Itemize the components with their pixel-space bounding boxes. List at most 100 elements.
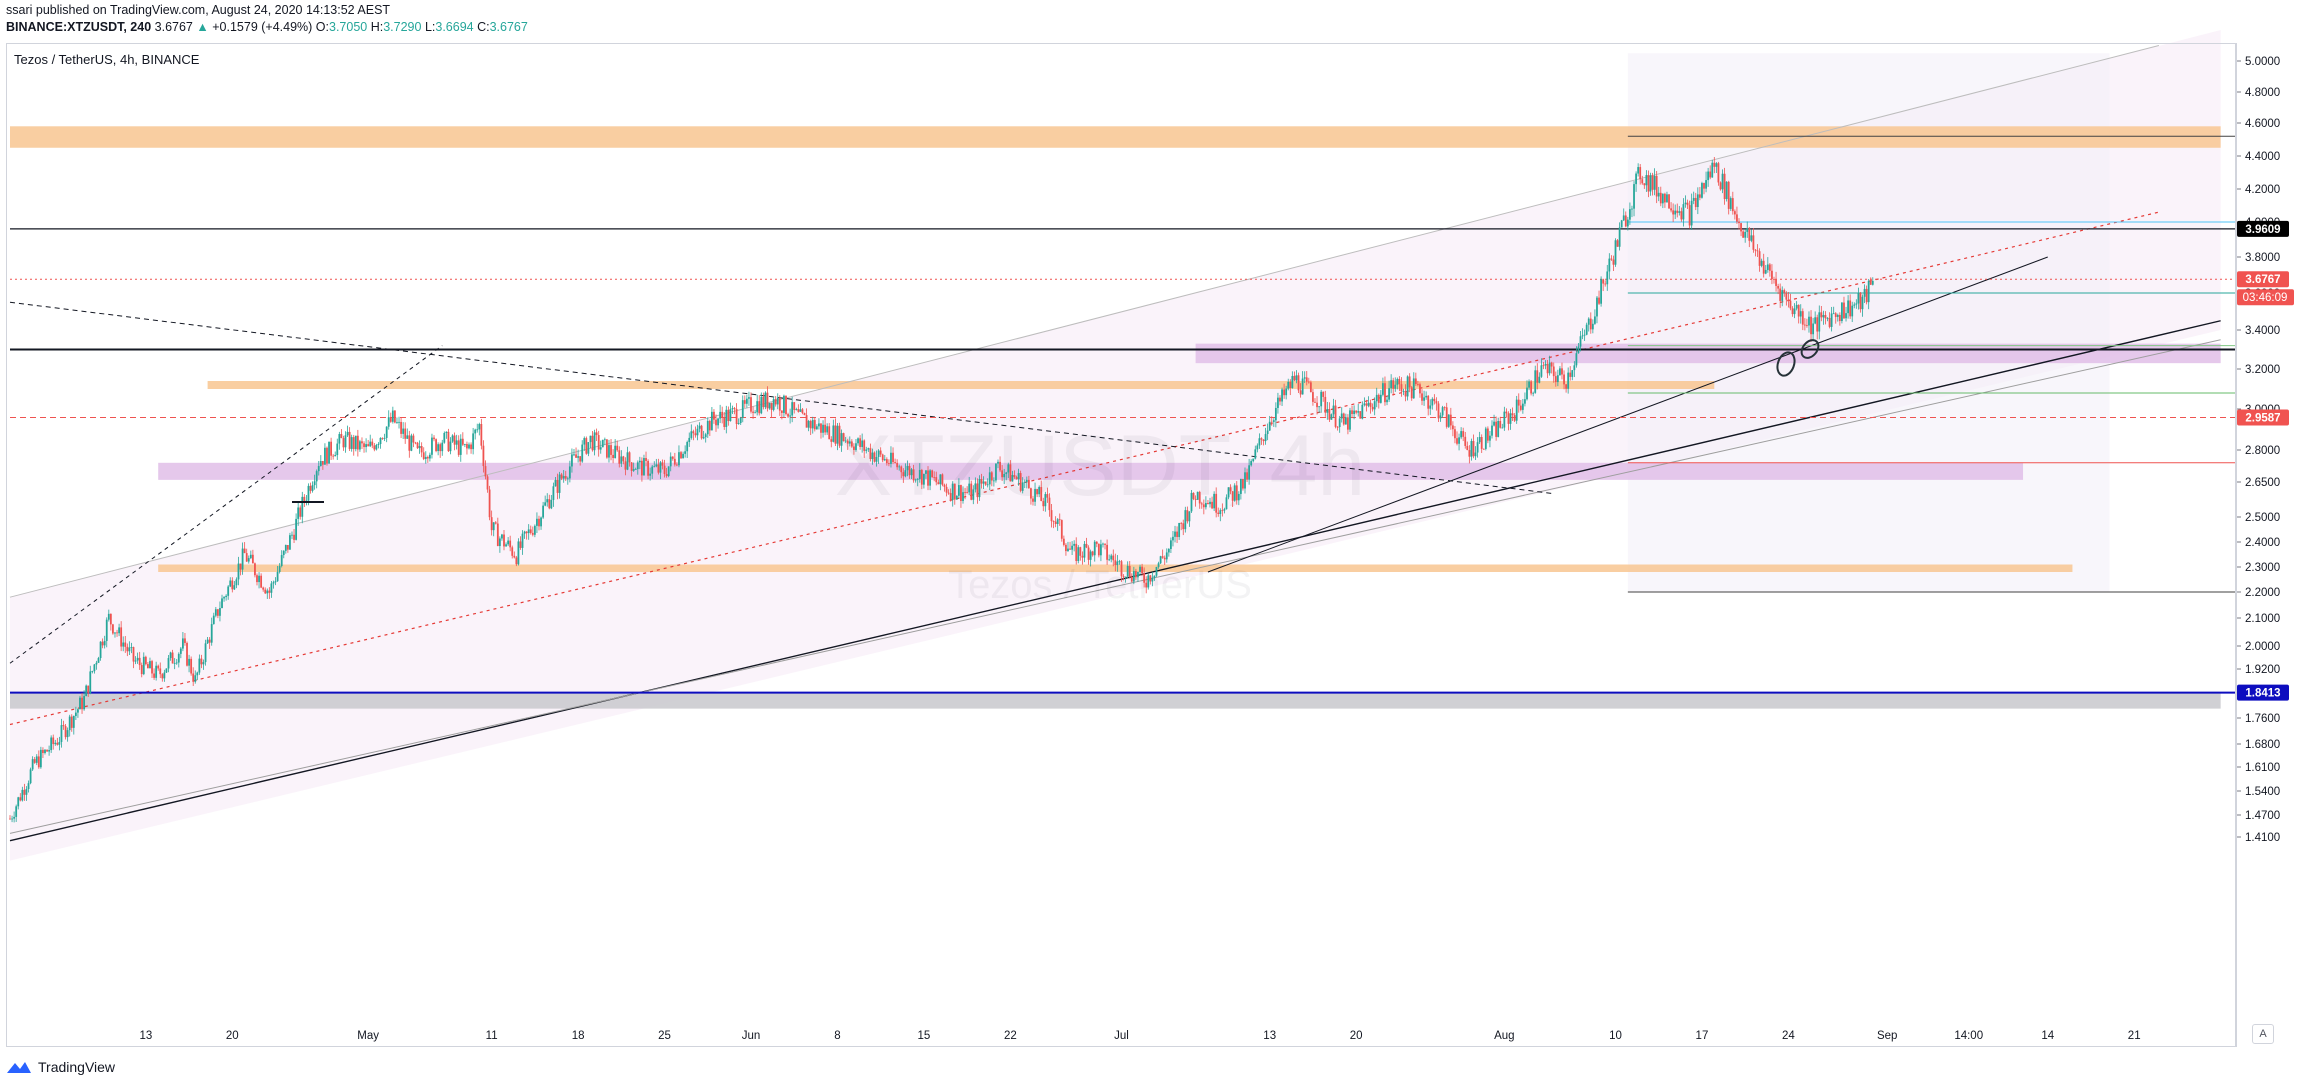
candle-body	[599, 447, 602, 450]
chart-pane[interactable]	[6, 43, 2236, 1047]
candle-body	[157, 665, 160, 669]
candle-body	[367, 444, 370, 447]
candle-body	[1318, 406, 1320, 408]
candle-body	[1528, 381, 1530, 388]
candle-body	[595, 432, 598, 436]
candle-body	[1573, 365, 1576, 371]
candle-body	[1736, 214, 1738, 222]
candle-body	[1449, 414, 1452, 426]
badge-3-9609-bg	[2237, 220, 2289, 237]
candle-body	[1184, 510, 1187, 530]
candle-body	[953, 483, 956, 500]
candle-body	[587, 442, 590, 454]
candle-body	[1649, 175, 1652, 192]
candle-body	[330, 441, 332, 456]
candle-body	[1141, 566, 1143, 574]
candle-body	[898, 466, 901, 468]
candle-body	[1116, 561, 1119, 566]
price-tick-label: 4.6000	[2245, 118, 2280, 130]
candle-body	[968, 483, 971, 493]
candle-body	[1824, 314, 1827, 319]
candle-body	[931, 470, 934, 478]
candle-body	[39, 749, 42, 768]
candle-body	[1023, 481, 1026, 483]
candle-body	[935, 477, 938, 483]
candle-body	[1577, 346, 1580, 354]
candle-body	[743, 400, 746, 404]
candle-body	[1017, 473, 1020, 480]
candle-body	[1242, 478, 1244, 489]
price-tick-label: 1.5400	[2245, 786, 2280, 798]
candle-body	[838, 425, 841, 446]
candle-body	[1768, 264, 1771, 271]
candle-body	[1373, 401, 1376, 410]
candle-body	[1324, 396, 1327, 413]
candle-body	[811, 420, 814, 429]
zone-purple-4	[158, 462, 2024, 480]
candle-body	[1797, 304, 1800, 317]
candle-body	[1670, 208, 1672, 211]
candle-body	[149, 661, 151, 669]
candle-body	[1145, 582, 1148, 588]
candle-body	[762, 396, 765, 408]
candle-body	[1456, 438, 1458, 444]
zone-orange-1	[207, 381, 1715, 389]
candle-body	[161, 674, 164, 679]
candle-body	[375, 445, 378, 450]
candle-body	[1509, 413, 1512, 424]
candle-body	[1209, 501, 1211, 505]
candle-body	[266, 590, 269, 594]
candle-body	[295, 518, 298, 540]
price-tick-label: 4.4000	[2245, 151, 2280, 163]
candle-body	[1277, 397, 1279, 408]
candle-body	[1355, 410, 1358, 413]
candle-body	[1799, 311, 1802, 317]
candle-body	[680, 452, 682, 459]
candle-body	[1775, 279, 1777, 286]
candle-body	[1816, 317, 1819, 332]
candle-body	[1213, 493, 1216, 509]
time-tick-label: 21	[2128, 1030, 2141, 1042]
candle-body	[1431, 398, 1434, 406]
candle-body	[785, 395, 787, 415]
candle-body	[1752, 235, 1755, 250]
candle-body	[879, 450, 882, 455]
time-axis[interactable]	[6, 1017, 2236, 1047]
candle-body	[1869, 280, 1872, 285]
candle-body	[1289, 381, 1292, 388]
candle-body	[342, 438, 345, 448]
candle-body	[756, 401, 759, 413]
candle-body	[815, 426, 818, 430]
badge-1-8413: 1.8413	[2245, 688, 2280, 700]
candle-body	[1322, 391, 1325, 397]
candle-body	[1871, 280, 1874, 285]
candle-body	[1569, 372, 1572, 377]
candle-body	[1709, 171, 1712, 178]
candle-body	[109, 613, 112, 625]
candle-body	[1369, 402, 1372, 407]
badge-last-price: 3.6767	[2245, 274, 2280, 286]
candle-body	[334, 455, 337, 457]
candle-body	[1610, 258, 1613, 260]
price-axis[interactable]	[2236, 43, 2305, 1047]
candle-body	[1382, 383, 1384, 395]
symbol-ohlc-line: BINANCE:XTZUSDT, 240 3.6767 ▲ +0.1579 (+…	[6, 20, 528, 34]
candle-body	[68, 716, 71, 731]
candle-body	[472, 433, 475, 450]
candle-body	[1803, 324, 1806, 326]
candle-body	[575, 454, 577, 458]
candle-body	[219, 607, 221, 616]
candle-body	[74, 712, 77, 717]
candle-body	[793, 402, 796, 410]
candle-body	[1585, 324, 1588, 335]
candle-body	[1497, 420, 1500, 437]
candle-body	[624, 461, 627, 470]
auto-scale-button[interactable]: A	[2252, 1024, 2274, 1044]
candle-body	[713, 411, 715, 420]
candle-body	[175, 662, 178, 664]
candle-body	[1034, 489, 1036, 502]
time-tick-label: 20	[1350, 1030, 1363, 1042]
candle-body	[398, 421, 400, 423]
candle-body	[1713, 162, 1716, 167]
